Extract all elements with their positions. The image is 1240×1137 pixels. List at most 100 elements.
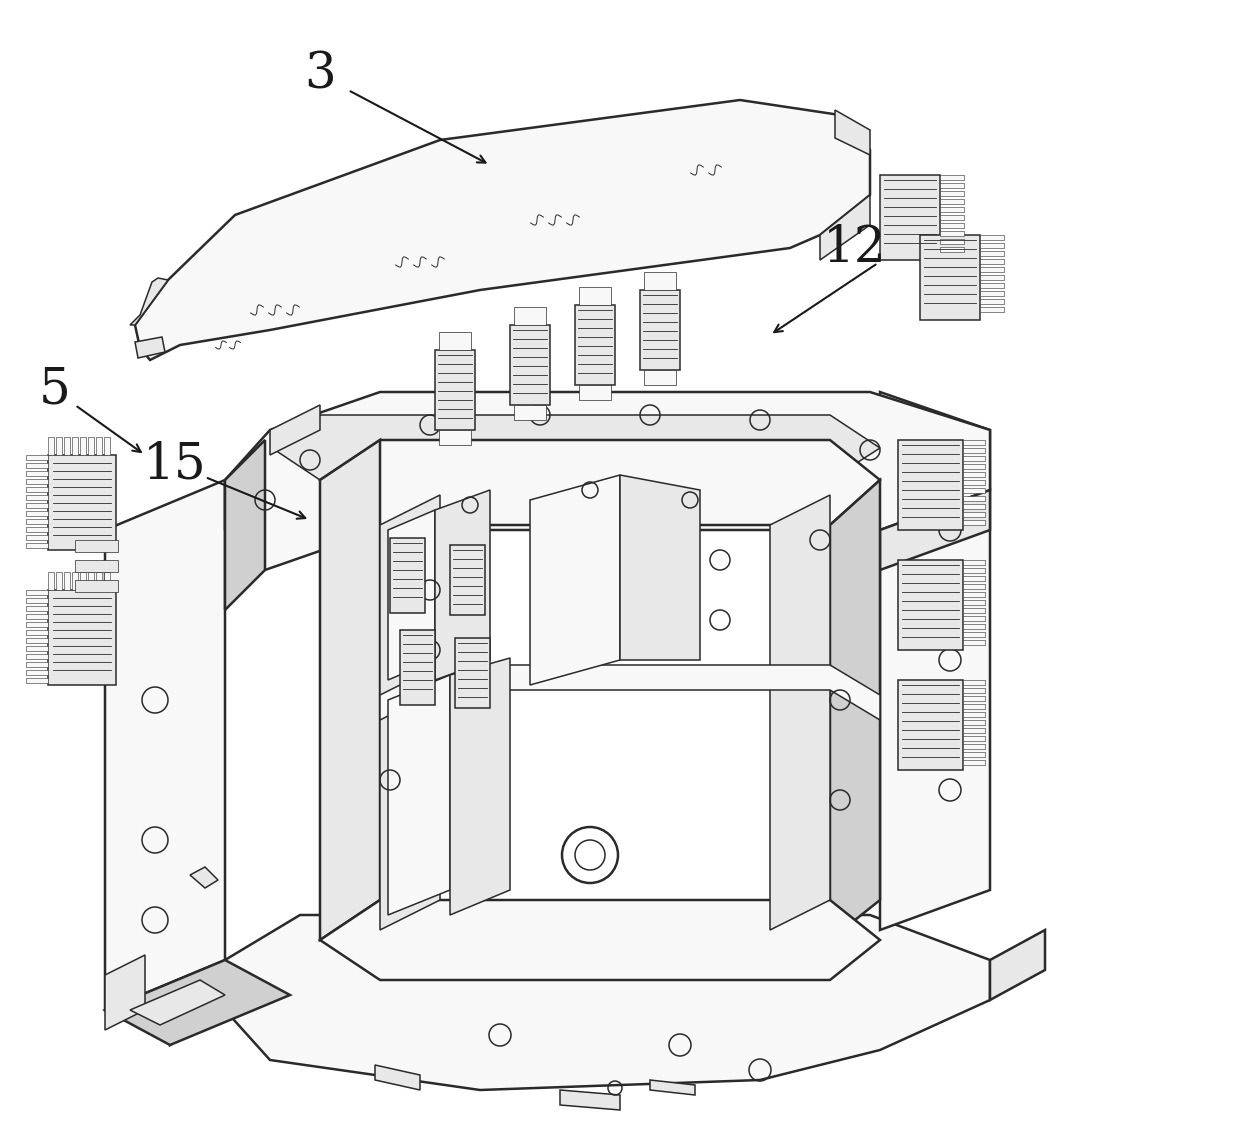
- Polygon shape: [105, 960, 290, 1045]
- Polygon shape: [963, 736, 985, 741]
- Polygon shape: [880, 490, 990, 570]
- Polygon shape: [26, 678, 48, 683]
- Polygon shape: [510, 325, 551, 405]
- Polygon shape: [880, 175, 940, 260]
- Polygon shape: [980, 243, 1004, 248]
- Polygon shape: [963, 696, 985, 702]
- Polygon shape: [26, 471, 48, 476]
- Polygon shape: [980, 283, 1004, 288]
- Polygon shape: [963, 520, 985, 525]
- Polygon shape: [990, 930, 1045, 1001]
- Polygon shape: [74, 540, 118, 551]
- Polygon shape: [48, 572, 55, 590]
- Polygon shape: [940, 239, 963, 244]
- Polygon shape: [26, 455, 48, 460]
- Polygon shape: [224, 915, 990, 1090]
- Polygon shape: [439, 430, 471, 445]
- Polygon shape: [450, 545, 485, 615]
- Polygon shape: [81, 572, 86, 590]
- Polygon shape: [835, 110, 870, 155]
- Polygon shape: [940, 207, 963, 211]
- Polygon shape: [320, 440, 379, 940]
- Polygon shape: [940, 183, 963, 188]
- Polygon shape: [820, 196, 870, 260]
- Polygon shape: [135, 337, 165, 358]
- Polygon shape: [26, 638, 48, 644]
- Polygon shape: [980, 235, 1004, 240]
- Polygon shape: [224, 440, 265, 609]
- Polygon shape: [529, 475, 620, 684]
- Polygon shape: [48, 437, 55, 455]
- Polygon shape: [880, 392, 990, 930]
- Polygon shape: [963, 512, 985, 517]
- Polygon shape: [81, 437, 86, 455]
- Polygon shape: [105, 955, 145, 1030]
- Polygon shape: [963, 632, 985, 637]
- Polygon shape: [270, 405, 320, 455]
- Polygon shape: [963, 472, 985, 478]
- Polygon shape: [450, 658, 510, 915]
- Polygon shape: [95, 437, 102, 455]
- Polygon shape: [26, 511, 48, 516]
- Polygon shape: [980, 275, 1004, 280]
- Polygon shape: [26, 646, 48, 652]
- Polygon shape: [435, 490, 490, 680]
- Polygon shape: [224, 392, 990, 570]
- Polygon shape: [963, 584, 985, 589]
- Polygon shape: [963, 600, 985, 605]
- Polygon shape: [64, 572, 69, 590]
- Polygon shape: [963, 624, 985, 629]
- Polygon shape: [640, 290, 680, 370]
- Polygon shape: [940, 247, 963, 252]
- Polygon shape: [48, 590, 117, 684]
- Polygon shape: [26, 518, 48, 524]
- Polygon shape: [515, 405, 546, 420]
- Polygon shape: [26, 590, 48, 595]
- Polygon shape: [579, 287, 611, 305]
- Polygon shape: [26, 543, 48, 548]
- Polygon shape: [26, 662, 48, 667]
- Polygon shape: [963, 464, 985, 468]
- Polygon shape: [64, 437, 69, 455]
- Polygon shape: [963, 561, 985, 565]
- Polygon shape: [898, 561, 963, 650]
- Polygon shape: [963, 680, 985, 684]
- Polygon shape: [770, 495, 830, 930]
- Polygon shape: [135, 100, 870, 360]
- Polygon shape: [74, 561, 118, 572]
- Polygon shape: [963, 608, 985, 613]
- Polygon shape: [963, 440, 985, 445]
- Polygon shape: [980, 307, 1004, 312]
- Polygon shape: [104, 437, 110, 455]
- Polygon shape: [439, 332, 471, 350]
- Polygon shape: [88, 572, 94, 590]
- Polygon shape: [963, 488, 985, 493]
- Polygon shape: [940, 231, 963, 236]
- Polygon shape: [963, 688, 985, 692]
- Polygon shape: [56, 572, 62, 590]
- Polygon shape: [963, 616, 985, 621]
- Polygon shape: [920, 235, 980, 319]
- Polygon shape: [963, 744, 985, 749]
- Polygon shape: [940, 215, 963, 219]
- Polygon shape: [620, 475, 701, 659]
- Polygon shape: [963, 712, 985, 717]
- Polygon shape: [379, 665, 880, 720]
- Polygon shape: [650, 1080, 694, 1095]
- Polygon shape: [48, 455, 117, 550]
- Polygon shape: [940, 223, 963, 229]
- Polygon shape: [963, 568, 985, 573]
- Polygon shape: [74, 580, 118, 592]
- Polygon shape: [560, 1090, 620, 1110]
- Text: 5: 5: [40, 365, 71, 415]
- Polygon shape: [980, 259, 1004, 264]
- Polygon shape: [963, 480, 985, 485]
- Polygon shape: [26, 614, 48, 619]
- Polygon shape: [388, 511, 435, 680]
- Polygon shape: [575, 305, 615, 385]
- Polygon shape: [963, 496, 985, 501]
- Polygon shape: [72, 437, 78, 455]
- Polygon shape: [980, 299, 1004, 304]
- Polygon shape: [379, 495, 440, 930]
- Polygon shape: [898, 440, 963, 530]
